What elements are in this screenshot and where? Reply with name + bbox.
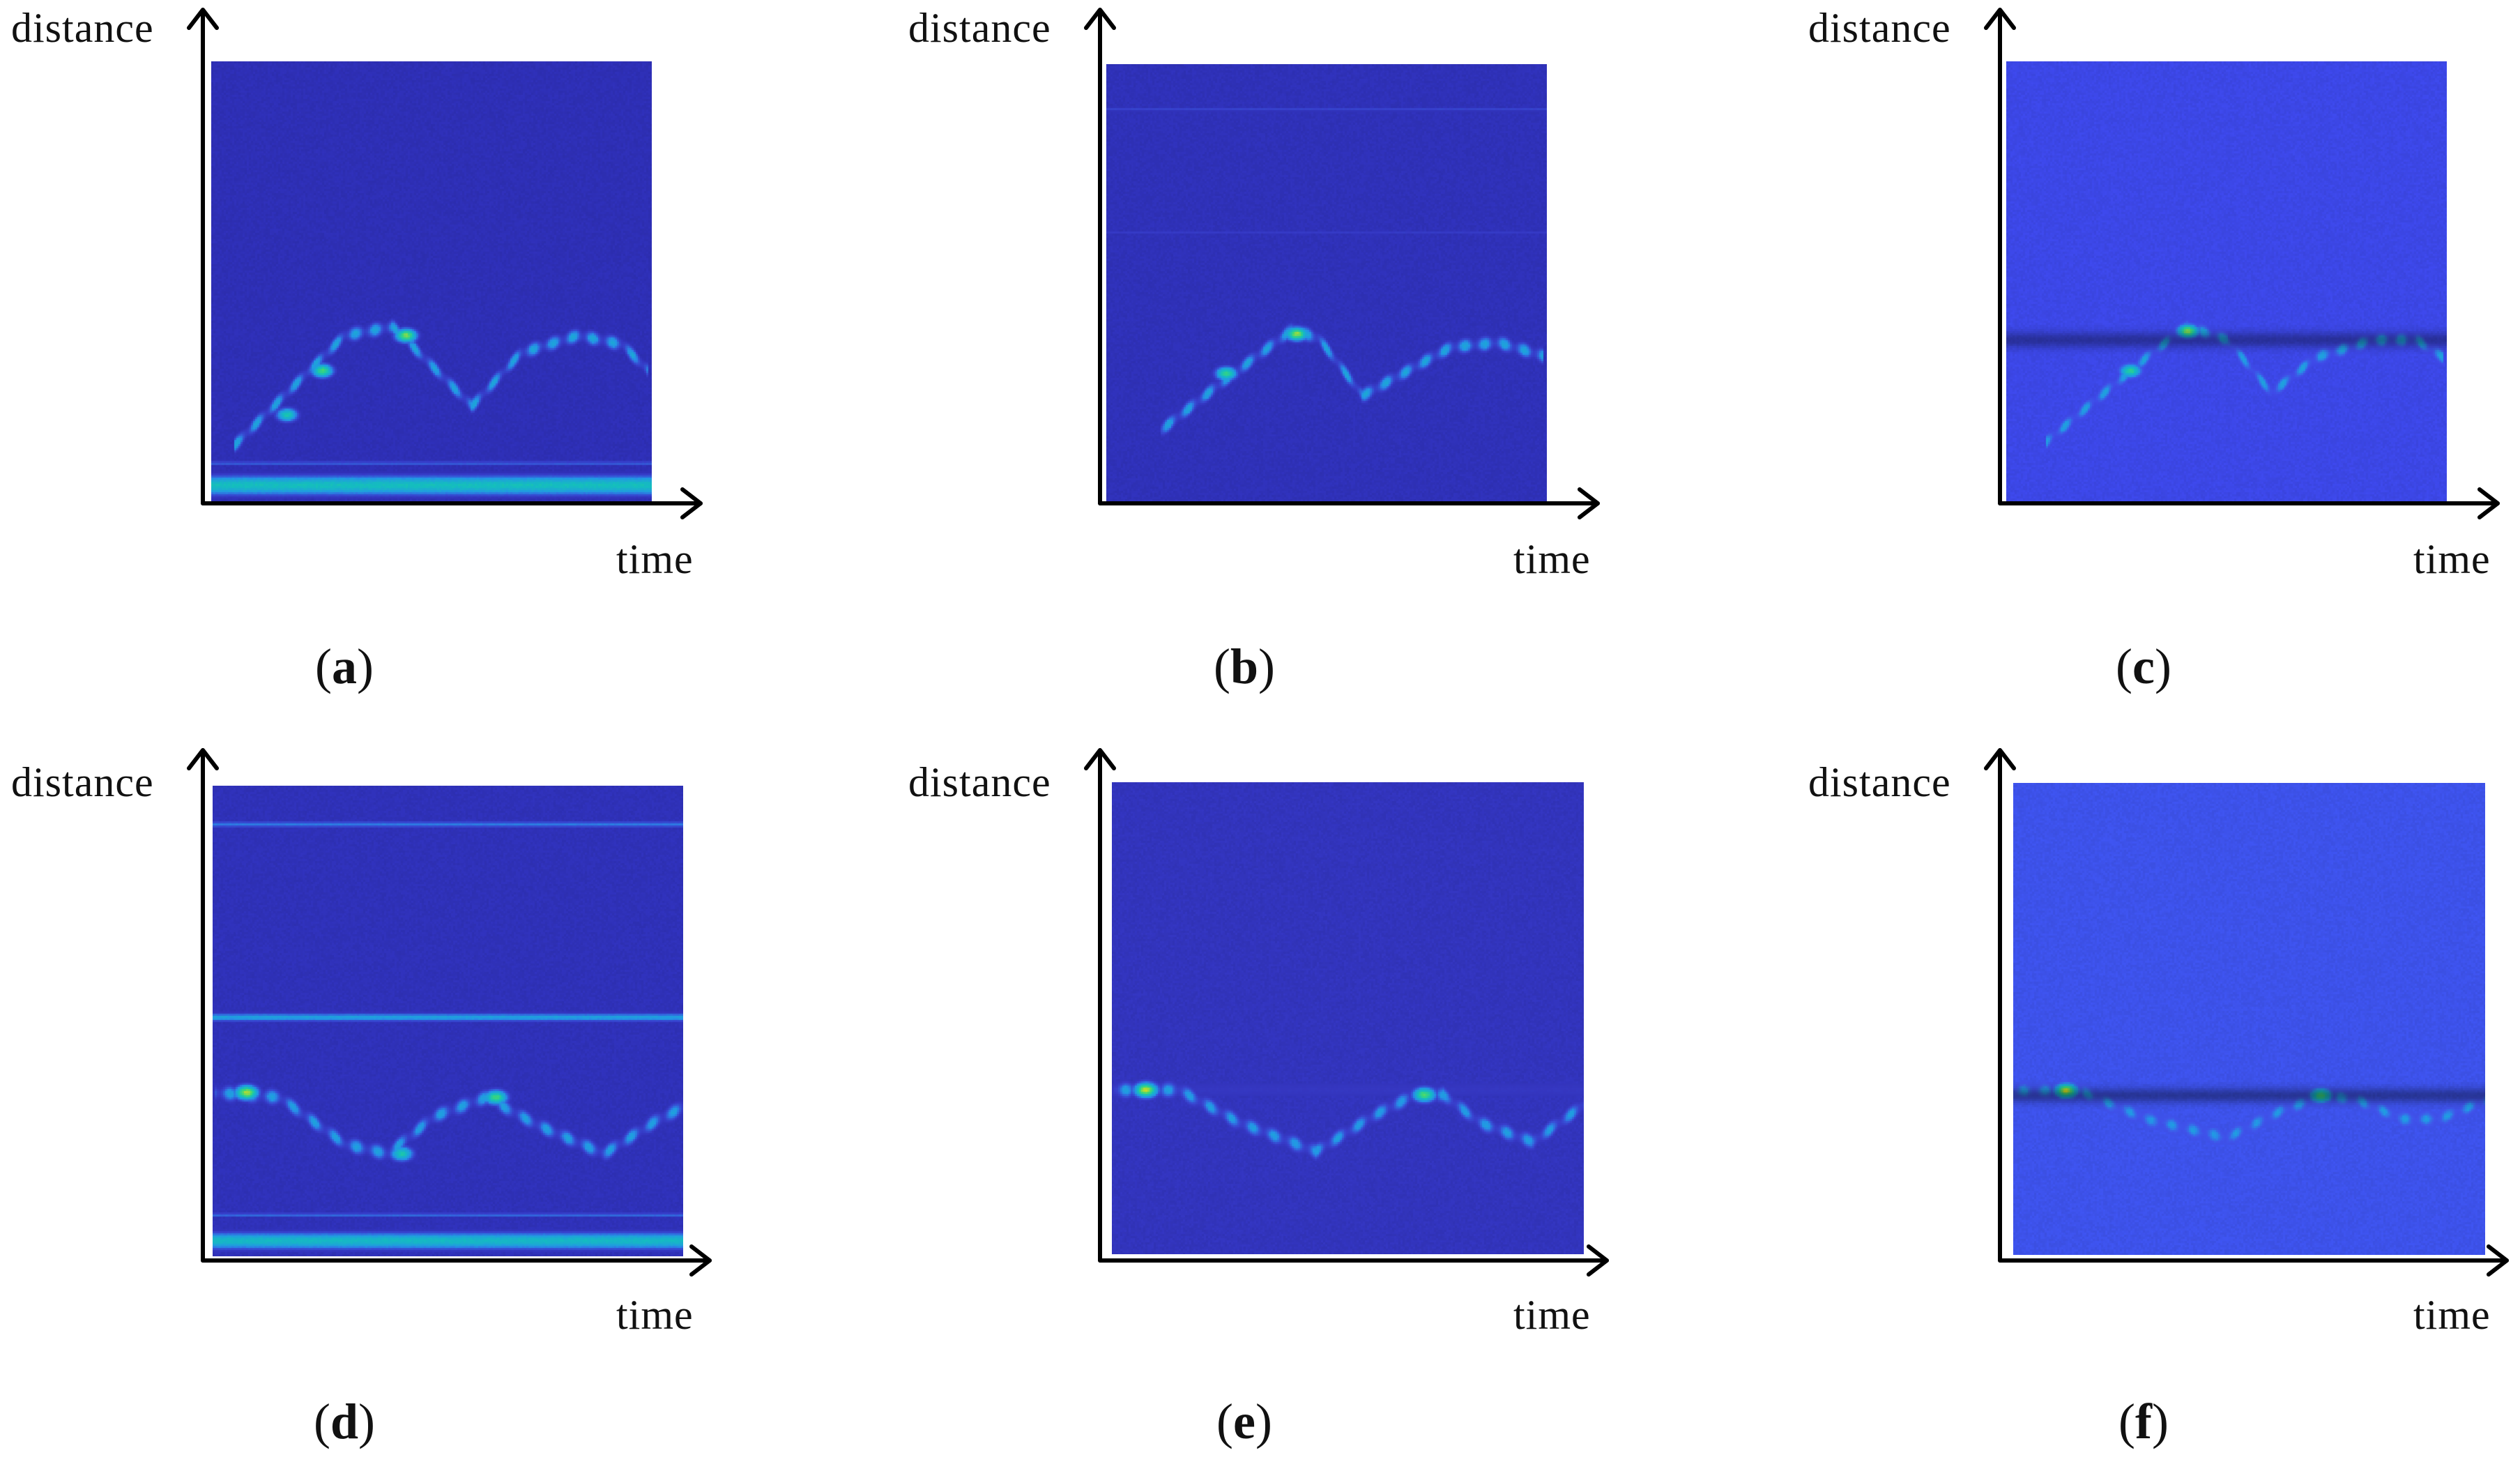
panel-f: distance time (f) [1808, 748, 2520, 1478]
y-axis-label-b: distance [908, 5, 1051, 51]
caption-d: (d) [313, 1394, 376, 1449]
x-axis-label-e: time [1513, 1292, 1591, 1338]
y-arrow-f [1984, 748, 2016, 770]
caption-f: (f) [2118, 1394, 2169, 1449]
x-arrow-d [689, 1244, 712, 1277]
caption-letter-f: f [2135, 1394, 2152, 1449]
y-axis-label-d: distance [11, 759, 154, 805]
heatmap-c [2006, 61, 2447, 502]
axes-c [1984, 8, 2500, 519]
y-arrow-d [187, 748, 219, 770]
axes-b [1084, 8, 1600, 519]
caption-a: (a) [315, 639, 374, 694]
x-arrow-b [1578, 487, 1600, 519]
y-axis-label-a: distance [11, 5, 154, 51]
x-arrow-f [2487, 1244, 2509, 1277]
heatmap-b [1106, 64, 1547, 505]
y-arrow-c [1984, 8, 2016, 30]
y-axis-label-e: distance [908, 759, 1051, 805]
caption-letter-c: c [2132, 639, 2155, 694]
axes-f [1984, 748, 2509, 1277]
caption-letter-d: d [330, 1394, 359, 1449]
axes-d [187, 748, 712, 1277]
caption-e: (e) [1216, 1394, 1272, 1449]
y-axis-label-c: distance [1808, 5, 1951, 51]
x-arrow-e [1587, 1244, 1609, 1277]
heatmap-e [1112, 782, 1584, 1254]
panel-e: distance time (e) [908, 748, 1636, 1478]
x-axis-label-f: time [2413, 1292, 2491, 1338]
y-arrow-b [1084, 8, 1116, 30]
caption-b: (b) [1213, 639, 1276, 694]
caption-letter-a: a [332, 639, 357, 694]
caption-c: (c) [2116, 639, 2171, 694]
y-arrow-e [1084, 748, 1116, 770]
panel-c: distance time (c) [1808, 0, 2520, 725]
heatmap-d [213, 786, 683, 1256]
panel-b: distance time (b) [908, 0, 1636, 725]
x-axis-label-b: time [1513, 536, 1591, 582]
axes-e [1084, 748, 1609, 1277]
caption-letter-b: b [1230, 639, 1259, 694]
x-arrow-a [680, 487, 703, 519]
y-axis-label-f: distance [1808, 759, 1951, 805]
y-arrow-a [187, 8, 219, 30]
x-axis-label-a: time [616, 536, 694, 582]
panel-d: distance time (d) [11, 748, 739, 1478]
x-axis-label-c: time [2413, 536, 2491, 582]
caption-letter-e: e [1233, 1394, 1255, 1449]
x-arrow-c [2477, 487, 2500, 519]
axes-a [187, 8, 703, 519]
heatmap-a [211, 61, 652, 502]
heatmap-f [2013, 783, 2485, 1255]
panel-a: distance time (a) [11, 0, 739, 725]
x-axis-label-d: time [616, 1292, 694, 1338]
